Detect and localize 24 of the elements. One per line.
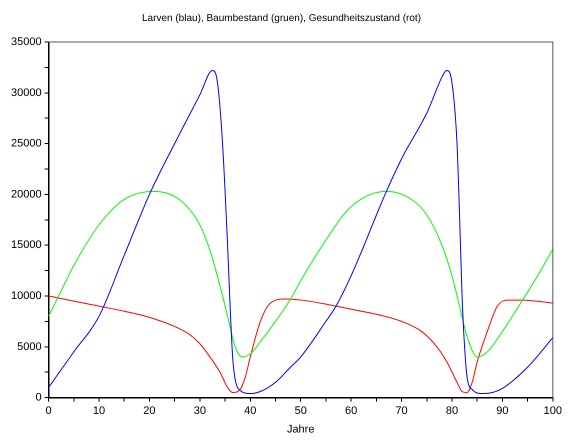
line-series	[48, 296, 553, 394]
y-tick-label: 25000	[10, 138, 42, 150]
x-tick-label: 40	[244, 405, 256, 418]
chart-title: Larven (blau), Baumbestand (gruen), Gesundheitszustand (rot)	[142, 12, 422, 24]
x-tick-label: 100	[544, 405, 562, 418]
line-series	[48, 70, 553, 394]
y-tick-label: 15000	[10, 239, 42, 252]
y-tick-label: 30000	[10, 86, 42, 99]
y-tick-label: 10000	[10, 290, 42, 302]
y-tick-label: 5000	[17, 340, 42, 353]
x-tick-label: 10	[92, 405, 106, 418]
x-tick-label: 20	[143, 405, 156, 418]
y-tick-label: 0	[35, 392, 42, 404]
x-tick-label: 30	[194, 405, 206, 418]
x-tick-label: 80	[446, 405, 458, 418]
x-tick-label: 50	[294, 405, 307, 418]
line-series	[48, 190, 553, 358]
x-tick-label: 60	[345, 405, 358, 418]
x-tick-label: 90	[496, 405, 509, 418]
y-tick-label: 35000	[10, 36, 42, 48]
x-tick-label: 70	[395, 405, 408, 418]
y-tick-label: 20000	[10, 188, 42, 200]
x-axis-title: Jahre	[286, 423, 314, 436]
x-tick-label: 0	[46, 405, 52, 418]
